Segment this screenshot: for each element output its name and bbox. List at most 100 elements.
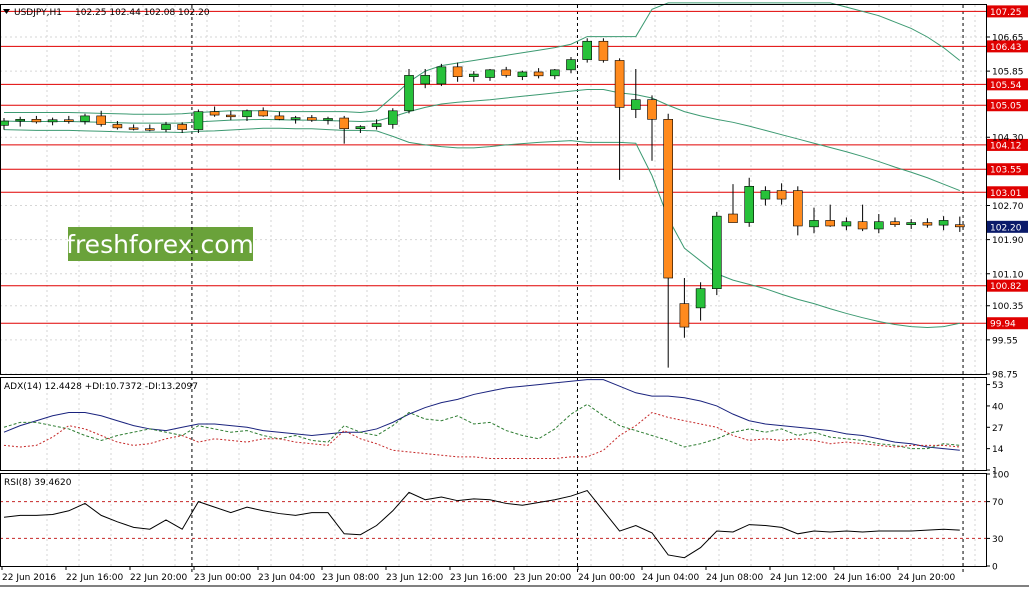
- time-tick-label: 24 Jun 00:00: [578, 573, 635, 583]
- price-tick-label: 98.75: [992, 371, 1018, 381]
- candle-bear: [598, 40, 609, 61]
- watermark-text: freshforex.com: [66, 230, 254, 259]
- chart-header: USDJPY,H1 102.25 102.44 102.08 102.20: [3, 8, 210, 18]
- candle-bull: [549, 69, 560, 77]
- candle-bull: [760, 190, 771, 200]
- band-upper: [4, 2, 961, 115]
- price-tick-label: 105.85: [992, 68, 1024, 78]
- candle-bear: [452, 66, 463, 77]
- adx-tick-label: 40: [992, 402, 1004, 412]
- candle-bull: [582, 40, 593, 60]
- candle-bear: [339, 117, 350, 130]
- time-tick-label: 23 Jun 00:00: [194, 573, 251, 583]
- candle-bull: [161, 124, 171, 130]
- level-tag: [987, 186, 1028, 199]
- rsi-tick-label: 100: [992, 471, 1009, 481]
- symbol-label: USDJPY,H1: [14, 8, 62, 18]
- adx-title: ADX(14) 12.4428 +DI:10.7372 -DI:13.2097: [4, 382, 198, 392]
- candle-bear: [209, 111, 220, 116]
- watermark-background: [68, 227, 253, 261]
- level-label: 106.43: [990, 43, 1022, 53]
- time-tick-label: 24 Jun 20:00: [898, 573, 955, 583]
- candle-bull: [485, 69, 495, 78]
- current-price-tag: [987, 220, 1028, 233]
- freshforex-watermark: freshforex.com: [66, 227, 254, 261]
- candle-bull: [711, 215, 722, 289]
- candle-bear: [679, 303, 690, 328]
- time-tick-label: 22 Jun 2016: [2, 573, 56, 583]
- rsi-tick-label: 70: [992, 498, 1004, 508]
- candle-bear: [145, 128, 155, 131]
- candle-bull: [630, 99, 641, 110]
- price-tick-label: 99.55: [992, 336, 1018, 346]
- candle-bull: [404, 75, 414, 112]
- candle-bull: [841, 221, 852, 227]
- rsi-line: [0, 489, 986, 559]
- candle-bear: [776, 190, 787, 200]
- candle-bear: [614, 60, 625, 108]
- candle-bear: [728, 213, 738, 223]
- adx-series-1: [3, 403, 960, 450]
- candle-bear: [663, 119, 674, 279]
- candle-bull: [695, 288, 706, 309]
- level-tag: [987, 163, 1028, 176]
- level-tag: [987, 317, 1028, 330]
- band-middle: [3, 88, 960, 192]
- time-tick-label: 22 Jun 20:00: [130, 573, 187, 583]
- rsi-tick-label: 0: [992, 563, 998, 573]
- ohlc-readout: 102.25 102.44 102.08 102.20: [75, 8, 210, 18]
- candle-bear: [64, 119, 74, 122]
- level-label: 100.82: [990, 282, 1022, 292]
- price-tick-label: 104.30: [992, 134, 1024, 144]
- candle-bear: [792, 190, 803, 227]
- time-tick-label: 24 Jun 08:00: [706, 573, 763, 583]
- time-tick-label: 23 Jun 12:00: [386, 573, 443, 583]
- level-label: 104.12: [990, 141, 1022, 151]
- candle-bull: [873, 221, 884, 230]
- price-tick-label: 106.65: [992, 33, 1024, 43]
- candle-bear: [96, 115, 106, 125]
- adx-series-2: [3, 411, 960, 459]
- candle-bear: [128, 127, 139, 130]
- candle-bear: [177, 124, 187, 130]
- time-tick-label: 23 Jun 16:00: [450, 573, 507, 583]
- rsi-series: [3, 489, 960, 559]
- adx-tick-label: 14: [992, 445, 1004, 455]
- time-tick-label: 24 Jun 16:00: [834, 573, 891, 583]
- price-candles[interactable]: [0, 38, 965, 368]
- price-tick-label: 100.35: [992, 302, 1024, 312]
- candle-bull: [744, 186, 755, 223]
- band-lower: [3, 127, 960, 329]
- candle-bull: [0, 120, 9, 126]
- candle-bull: [290, 117, 301, 120]
- panel-border: [0, 377, 987, 471]
- candle-bull: [906, 222, 917, 225]
- time-tick-label: 24 Jun 04:00: [642, 573, 699, 583]
- candle-bear: [533, 71, 544, 77]
- time-tick-label: 24 Jun 12:00: [770, 573, 827, 583]
- candle-bear: [825, 220, 836, 227]
- candle-bull: [193, 111, 204, 130]
- level-tag: [987, 5, 1028, 18]
- envelope-bands: [3, 2, 961, 329]
- panel-border: [0, 473, 987, 567]
- adx-series-0: [3, 379, 960, 451]
- candle-bear: [954, 224, 965, 228]
- level-label: 105.54: [990, 81, 1022, 91]
- level-tag: [987, 40, 1028, 53]
- rsi-header: RSI(8) 39.4620: [4, 478, 72, 488]
- adx-tick-label: 53: [992, 381, 1003, 391]
- candle-bull: [387, 110, 398, 125]
- time-tick-label: 22 Jun 16:00: [66, 573, 123, 583]
- candle-bull: [242, 110, 252, 118]
- level-tag: [987, 78, 1028, 91]
- symbol-dropdown-icon[interactable]: [3, 9, 10, 14]
- price-tick-label: 102.70: [992, 202, 1024, 212]
- time-tick-label: 23 Jun 04:00: [258, 573, 315, 583]
- candle-bull: [355, 126, 366, 130]
- candle-bear: [306, 117, 317, 121]
- adx-header: ADX(14) 12.4428 +DI:10.7372 -DI:13.2097: [4, 382, 198, 392]
- candle-bear: [647, 99, 657, 120]
- horizontal-levels[interactable]: 107.25 106.43 105.54 105.05 104.12 103.55 103.…: [0, 5, 1028, 330]
